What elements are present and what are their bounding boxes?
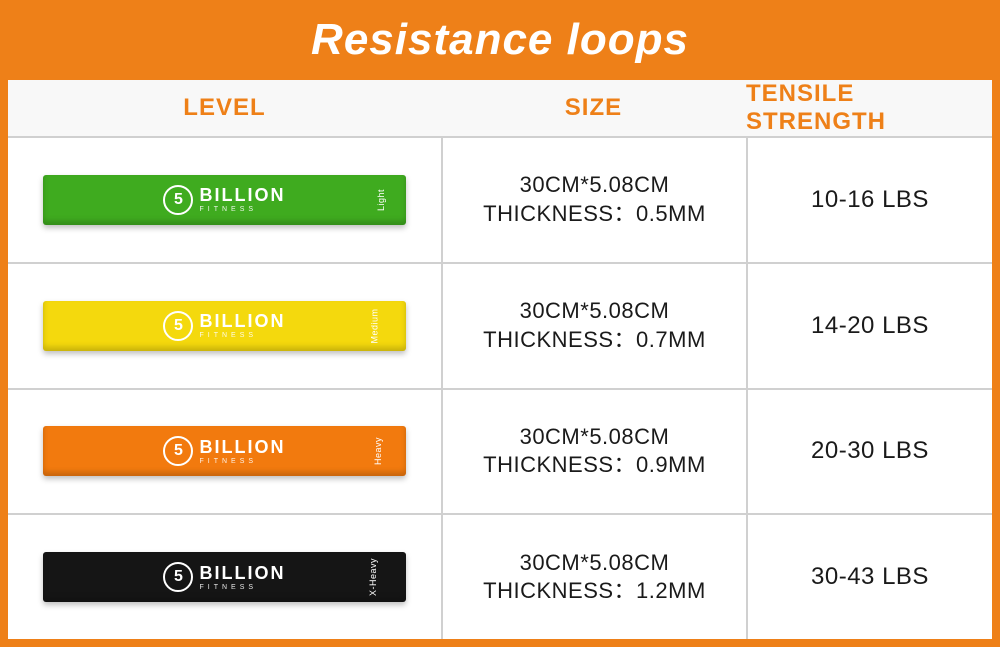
- size-line-2: THICKNESS：0.5MM: [483, 200, 706, 229]
- page-title: Resistance loops: [311, 15, 689, 65]
- size-line-1: 30CM*5.08CM: [483, 423, 706, 452]
- size-line-2: THICKNESS：0.9MM: [483, 451, 706, 480]
- band-brand: 5 BILLION FITNESS: [163, 311, 285, 341]
- brand-logo-icon: 5: [163, 185, 193, 215]
- brand-sub-text: FITNESS: [199, 206, 285, 213]
- tensile-text: 14-20 LBS: [811, 312, 929, 340]
- table-row: 5 BILLION FITNESS Light 30CM*5.08CM THIC…: [8, 136, 992, 262]
- size-line-1: 30CM*5.08CM: [483, 171, 706, 200]
- band-level-tag: X-Heavy: [368, 558, 378, 596]
- tensile-text: 10-16 LBS: [811, 186, 929, 214]
- col-header-level: LEVEL: [8, 80, 441, 136]
- cell-size: 30CM*5.08CM THICKNESS：0.9MM: [441, 390, 746, 514]
- cell-tensile: 14-20 LBS: [746, 264, 992, 388]
- tensile-text: 20-30 LBS: [811, 437, 929, 465]
- resistance-band: 5 BILLION FITNESS Medium: [43, 301, 407, 351]
- brand-name: BILLION FITNESS: [199, 564, 285, 591]
- col-header-tensile: TENSILE STRENGTH: [746, 80, 992, 136]
- tensile-text: 30-43 LBS: [811, 563, 929, 591]
- cell-tensile: 20-30 LBS: [746, 390, 992, 514]
- band-level-tag: Heavy: [373, 437, 383, 465]
- cell-tensile: 30-43 LBS: [746, 515, 992, 639]
- brand-name: BILLION FITNESS: [199, 186, 285, 213]
- page: Resistance loops LEVEL SIZE TENSILE STRE…: [0, 0, 1000, 647]
- size-text: 30CM*5.08CM THICKNESS：0.9MM: [483, 423, 706, 480]
- resistance-band: 5 BILLION FITNESS X-Heavy: [43, 552, 407, 602]
- cell-size: 30CM*5.08CM THICKNESS：0.5MM: [441, 138, 746, 262]
- size-line-2: THICKNESS：0.7MM: [483, 326, 706, 355]
- size-line-1: 30CM*5.08CM: [483, 549, 706, 578]
- table-header-row: LEVEL SIZE TENSILE STRENGTH: [8, 80, 992, 136]
- brand-logo-icon: 5: [163, 311, 193, 341]
- col-header-size: SIZE: [441, 80, 746, 136]
- band-brand: 5 BILLION FITNESS: [163, 562, 285, 592]
- brand-logo-icon: 5: [163, 436, 193, 466]
- size-line-2: THICKNESS：1.2MM: [483, 577, 706, 606]
- cell-size: 30CM*5.08CM THICKNESS：0.7MM: [441, 264, 746, 388]
- band-brand: 5 BILLION FITNESS: [163, 185, 285, 215]
- size-text: 30CM*5.08CM THICKNESS：0.5MM: [483, 171, 706, 228]
- cell-level: 5 BILLION FITNESS Medium: [8, 264, 441, 388]
- table-wrap: LEVEL SIZE TENSILE STRENGTH 5 BILLION FI…: [0, 80, 1000, 647]
- cell-level: 5 BILLION FITNESS Heavy: [8, 390, 441, 514]
- brand-logo-icon: 5: [163, 562, 193, 592]
- brand-sub-text: FITNESS: [199, 458, 285, 465]
- band-brand: 5 BILLION FITNESS: [163, 436, 285, 466]
- brand-name: BILLION FITNESS: [199, 312, 285, 339]
- band-level-tag: Light: [376, 189, 386, 211]
- table-row: 5 BILLION FITNESS Medium 30CM*5.08CM THI…: [8, 262, 992, 388]
- size-text: 30CM*5.08CM THICKNESS：1.2MM: [483, 549, 706, 606]
- size-text: 30CM*5.08CM THICKNESS：0.7MM: [483, 297, 706, 354]
- brand-sub-text: FITNESS: [199, 332, 285, 339]
- brand-name-text: BILLION: [199, 438, 285, 456]
- brand-name: BILLION FITNESS: [199, 438, 285, 465]
- table-row: 5 BILLION FITNESS X-Heavy 30CM*5.08CM TH…: [8, 513, 992, 639]
- resistance-band: 5 BILLION FITNESS Heavy: [43, 426, 407, 476]
- table-row: 5 BILLION FITNESS Heavy 30CM*5.08CM THIC…: [8, 388, 992, 514]
- cell-level: 5 BILLION FITNESS Light: [8, 138, 441, 262]
- brand-name-text: BILLION: [199, 186, 285, 204]
- resistance-band: 5 BILLION FITNESS Light: [43, 175, 407, 225]
- brand-name-text: BILLION: [199, 564, 285, 582]
- spec-table: LEVEL SIZE TENSILE STRENGTH 5 BILLION FI…: [8, 80, 992, 639]
- cell-size: 30CM*5.08CM THICKNESS：1.2MM: [441, 515, 746, 639]
- cell-tensile: 10-16 LBS: [746, 138, 992, 262]
- brand-name-text: BILLION: [199, 312, 285, 330]
- title-bar: Resistance loops: [0, 0, 1000, 80]
- brand-sub-text: FITNESS: [199, 584, 285, 591]
- band-level-tag: Medium: [370, 308, 380, 343]
- cell-level: 5 BILLION FITNESS X-Heavy: [8, 515, 441, 639]
- size-line-1: 30CM*5.08CM: [483, 297, 706, 326]
